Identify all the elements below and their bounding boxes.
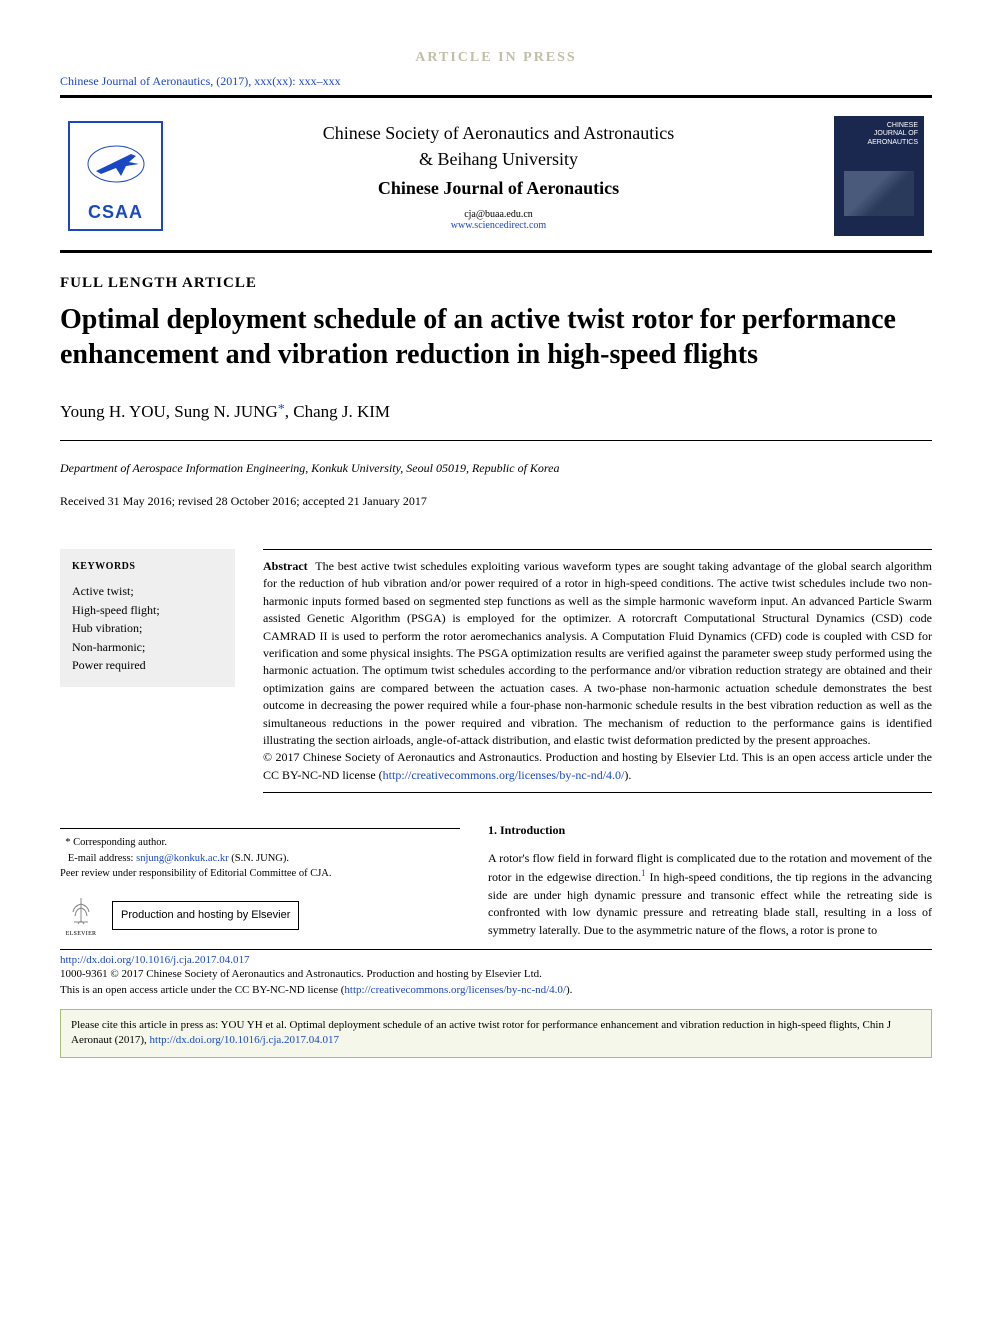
- cite-this-article-box: Please cite this article in press as: YO…: [60, 1009, 932, 1058]
- cover-image: [844, 171, 914, 216]
- oa-license-link[interactable]: http://creativecommons.org/licenses/by-n…: [344, 984, 566, 996]
- csaa-acronym: CSAA: [88, 202, 143, 223]
- journal-header: CSAA Chinese Society of Aeronautics and …: [60, 98, 932, 253]
- affiliation: Department of Aerospace Information Engi…: [60, 461, 932, 476]
- introduction-heading: 1. Introduction: [488, 823, 932, 838]
- abstract-body: The best active twist schedules exploiti…: [263, 559, 932, 747]
- header-center: Chinese Society of Aeronautics and Astro…: [183, 121, 814, 230]
- email-note: E-mail address: snjung@konkuk.ac.kr (S.N…: [60, 851, 460, 867]
- keywords-box: KEYWORDS Active twist; High-speed flight…: [60, 549, 235, 687]
- cover-label-3: AERONAUTICS: [840, 139, 918, 147]
- csaa-logo: CSAA: [68, 121, 163, 231]
- corresponding-marker: *: [278, 402, 285, 417]
- corresponding-note: * Corresponding author.: [60, 835, 460, 851]
- authors-part2: , Chang J. KIM: [285, 402, 390, 421]
- open-access-line: This is an open access article under the…: [60, 983, 932, 998]
- introduction-body: A rotor's flow field in forward flight i…: [488, 850, 932, 939]
- abstract-heading: Abstract: [263, 559, 308, 573]
- society-name-1: Chinese Society of Aeronautics and Astro…: [183, 121, 814, 146]
- keyword-item: High-speed flight;: [72, 601, 223, 620]
- article-title: Optimal deployment schedule of an active…: [60, 302, 932, 372]
- authors: Young H. YOU, Sung N. JUNG*, Chang J. KI…: [60, 402, 932, 422]
- keyword-item: Hub vibration;: [72, 619, 223, 638]
- doi-link[interactable]: http://dx.doi.org/10.1016/j.cja.2017.04.…: [60, 954, 932, 966]
- top-citation: Chinese Journal of Aeronautics, (2017), …: [60, 74, 932, 98]
- hosting-text: Production and hosting by Elsevier: [121, 907, 290, 924]
- journal-name: Chinese Journal of Aeronautics: [183, 178, 814, 199]
- journal-url[interactable]: www.sciencedirect.com: [183, 220, 814, 231]
- hosting-box: Production and hosting by Elsevier: [112, 901, 299, 930]
- society-name-2: & Beihang University: [183, 147, 814, 172]
- footnotes: * Corresponding author. E-mail address: …: [60, 828, 460, 939]
- cover-label-2: JOURNAL OF: [840, 130, 918, 138]
- article-dates: Received 31 May 2016; revised 28 October…: [60, 494, 932, 509]
- footer-divider: [60, 949, 932, 950]
- abstract-block: Abstract The best active twist schedules…: [263, 549, 932, 793]
- article-type: FULL LENGTH ARTICLE: [60, 275, 932, 292]
- elsevier-logo: ELSEVIER: [60, 894, 102, 939]
- abstract-close: ).: [624, 768, 631, 782]
- keywords-list: Active twist; High-speed flight; Hub vib…: [72, 582, 223, 675]
- journal-email: cja@buaa.edu.cn: [183, 209, 814, 220]
- peer-review-note: Peer review under responsibility of Edit…: [60, 866, 460, 882]
- csaa-plane-icon: [81, 129, 151, 202]
- journal-cover-thumbnail: CHINESE JOURNAL OF AERONAUTICS: [834, 116, 924, 236]
- elsevier-label: ELSEVIER: [66, 930, 97, 939]
- author-divider: [60, 440, 932, 441]
- keywords-heading: KEYWORDS: [72, 561, 223, 572]
- issn-copyright: 1000-9361 © 2017 Chinese Society of Aero…: [60, 967, 932, 982]
- author-email-link[interactable]: snjung@konkuk.ac.kr: [136, 853, 229, 864]
- article-in-press-banner: ARTICLE IN PRESS: [60, 50, 932, 66]
- authors-part1: Young H. YOU, Sung N. JUNG: [60, 402, 278, 421]
- keyword-item: Non-harmonic;: [72, 638, 223, 657]
- cite-doi-link[interactable]: http://dx.doi.org/10.1016/j.cja.2017.04.…: [150, 1034, 340, 1046]
- cover-label-1: CHINESE: [840, 122, 918, 130]
- license-link[interactable]: http://creativecommons.org/licenses/by-n…: [383, 768, 625, 782]
- keyword-item: Power required: [72, 656, 223, 675]
- keyword-item: Active twist;: [72, 582, 223, 601]
